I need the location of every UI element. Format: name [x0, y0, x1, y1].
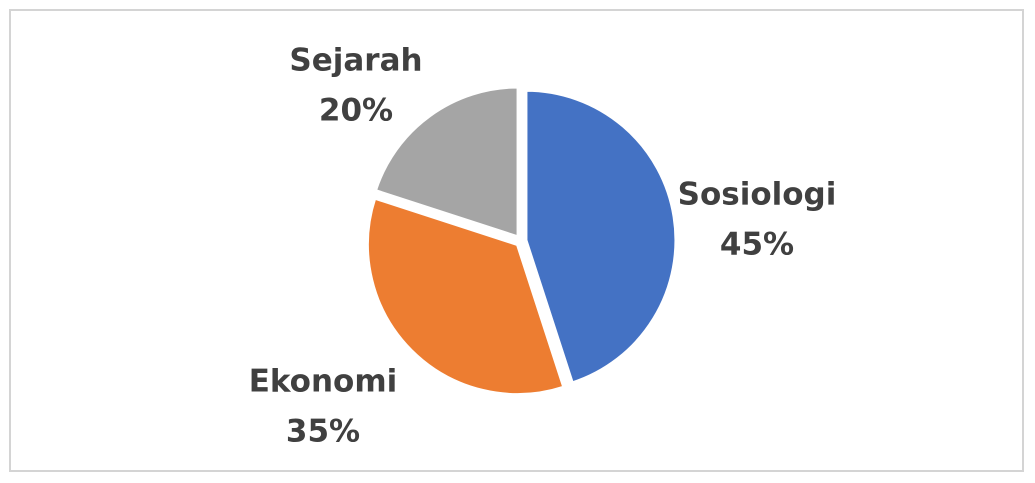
- slice-label-ekonomi: Ekonomi: [249, 364, 398, 400]
- slice-value-sosiologi: 45%: [720, 227, 794, 263]
- pie-slice-sosiologi: [524, 88, 678, 385]
- slice-label-sejarah: Sejarah: [289, 43, 422, 79]
- pie-slice-sejarah: [373, 85, 520, 239]
- slice-value-sejarah: 20%: [319, 93, 393, 129]
- slice-value-ekonomi: 35%: [286, 414, 360, 450]
- chart-frame: Sosiologi 45% Ekonomi 35% Sejarah 20%: [9, 9, 1024, 472]
- pie-chart: Sosiologi 45% Ekonomi 35% Sejarah 20%: [249, 43, 837, 450]
- pie-slice-ekonomi: [365, 196, 566, 397]
- pie-labels: Sosiologi 45% Ekonomi 35% Sejarah 20%: [249, 43, 837, 450]
- pie-slices: [365, 85, 678, 397]
- slice-label-sosiologi: Sosiologi: [678, 177, 837, 213]
